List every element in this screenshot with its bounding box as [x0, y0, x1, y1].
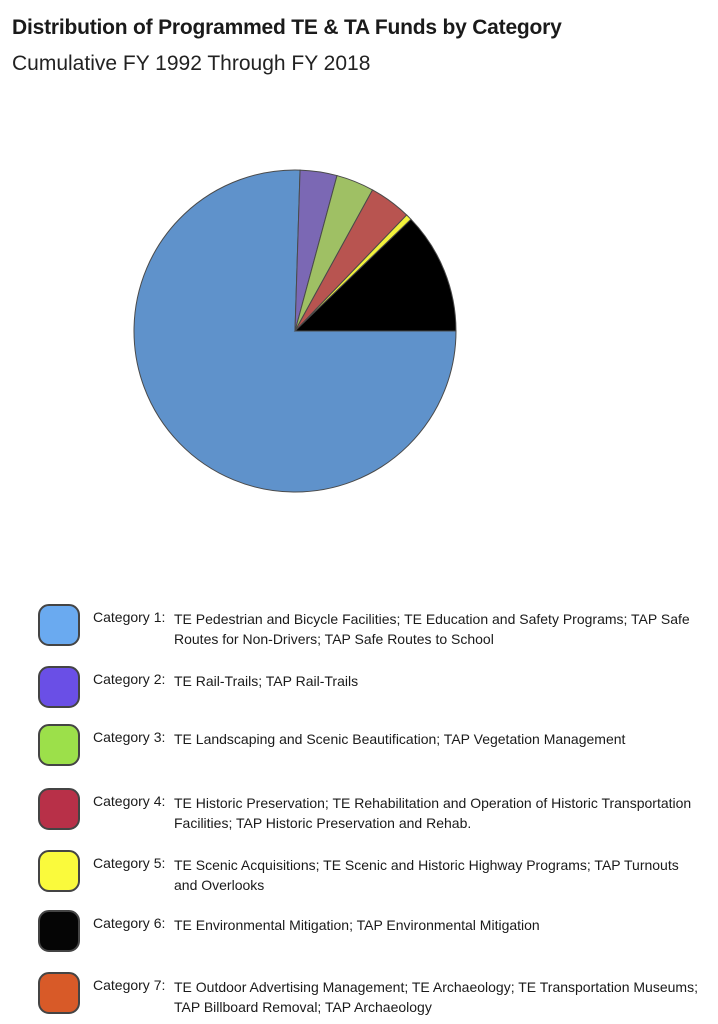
legend-swatch: [38, 724, 80, 766]
legend-category-label: Category 3:: [93, 729, 166, 745]
legend-swatch: [38, 850, 80, 892]
legend-item-category-7: Category 7: TE Outdoor Advertising Manage…: [38, 968, 708, 1018]
legend-swatch: [38, 910, 80, 952]
legend-item-category-6: Category 6: TE Environmental Mitigation; …: [38, 906, 708, 956]
legend-swatch: [38, 666, 80, 708]
legend-description: TE Historic Preservation; TE Rehabilitat…: [174, 795, 692, 831]
legend-item-category-3: Category 3: TE Landscaping and Scenic Bea…: [38, 720, 708, 770]
legend-category-label: Category 6:: [93, 915, 166, 931]
legend-category-label: Category 7:: [93, 977, 166, 993]
legend-description: TE Rail-Trails; TAP Rail-Trails: [174, 673, 359, 689]
legend-description: TE Environmental Mitigation; TAP Environ…: [174, 917, 540, 933]
chart-subtitle: Cumulative FY 1992 Through FY 2018: [12, 52, 371, 75]
pie-slice-6: [293, 218, 457, 332]
legend-description: TE Outdoor Advertising Management; TE Ar…: [174, 979, 698, 1015]
legend-swatch: [38, 972, 80, 1014]
legend-item-category-2: Category 2: TE Rail-Trails; TAP Rail-Trai…: [38, 662, 708, 712]
legend-item-category-5: Category 5: TE Scenic Acquisitions; TE Sc…: [38, 846, 708, 896]
legend-description: TE Scenic Acquisitions; TE Scenic and Hi…: [174, 857, 679, 893]
legend-swatch: [38, 604, 80, 646]
legend-swatch: [38, 788, 80, 830]
legend-description: TE Landscaping and Scenic Beautification…: [174, 731, 626, 747]
legend-category-label: Category 2:: [93, 671, 166, 687]
legend-category-label: Category 4:: [93, 793, 166, 809]
legend-category-label: Category 1:: [93, 609, 166, 625]
legend-item-category-4: Category 4: TE Historic Preservation; TE …: [38, 784, 708, 834]
chart-title: Distribution of Programmed TE & TA Funds…: [12, 16, 562, 39]
legend-item-category-1: Category 1: TE Pedestrian and Bicycle Fac…: [38, 600, 708, 650]
legend-description: TE Pedestrian and Bicycle Facilities; TE…: [174, 611, 690, 647]
pie-chart: [133, 169, 457, 493]
legend-category-label: Category 5:: [93, 855, 166, 871]
